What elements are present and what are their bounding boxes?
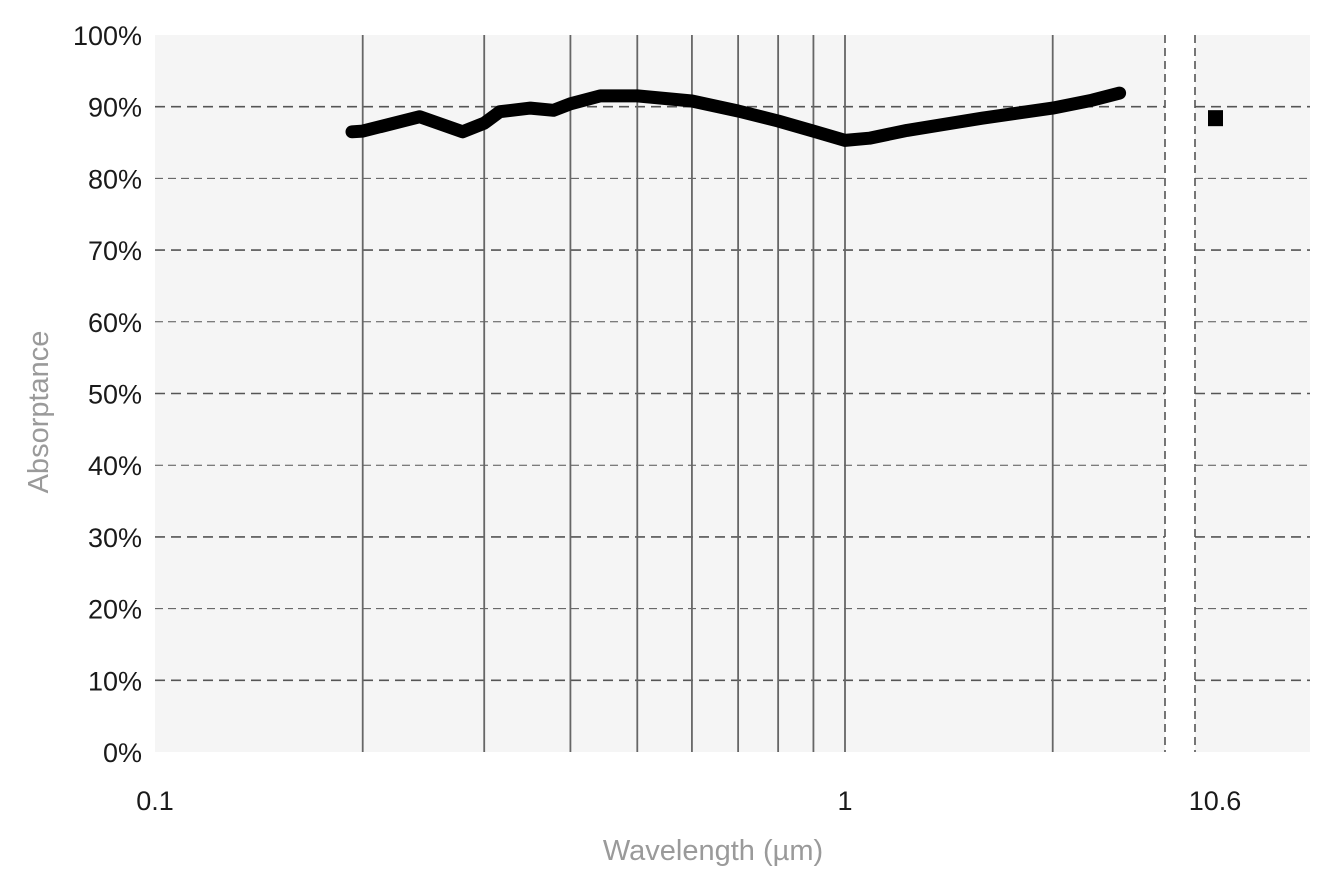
y-tick-label: 40% (88, 451, 142, 481)
x-tick-label: 10.6 (1189, 786, 1242, 816)
x-tick-label: 1 (837, 786, 852, 816)
y-tick-label: 30% (88, 523, 142, 553)
data-point-10-6um (1208, 110, 1223, 127)
y-tick-label: 0% (103, 738, 142, 768)
y-tick-label: 50% (88, 380, 142, 410)
x-axis-label: Wavelength (µm) (603, 835, 823, 867)
x-tick-labels: 0.1 1 10.6 (136, 786, 1241, 816)
gridlines (155, 35, 1310, 752)
data-series (345, 86, 1223, 147)
y-tick-label: 70% (88, 236, 142, 266)
y-tick-label: 100% (73, 21, 142, 51)
x-tick-label: 0.1 (136, 786, 174, 816)
y-tick-labels: 0% 10% 20% 30% 40% 50% 60% 70% 80% 90% 100% (73, 21, 142, 768)
y-tick-label: 80% (88, 164, 142, 194)
y-tick-label: 90% (88, 93, 142, 123)
y-tick-label: 60% (88, 308, 142, 338)
y-tick-label: 10% (88, 666, 142, 696)
absorptance-curve (345, 86, 1127, 147)
y-tick-label: 20% (88, 595, 142, 625)
y-axis-label: Absorptance (23, 331, 55, 494)
